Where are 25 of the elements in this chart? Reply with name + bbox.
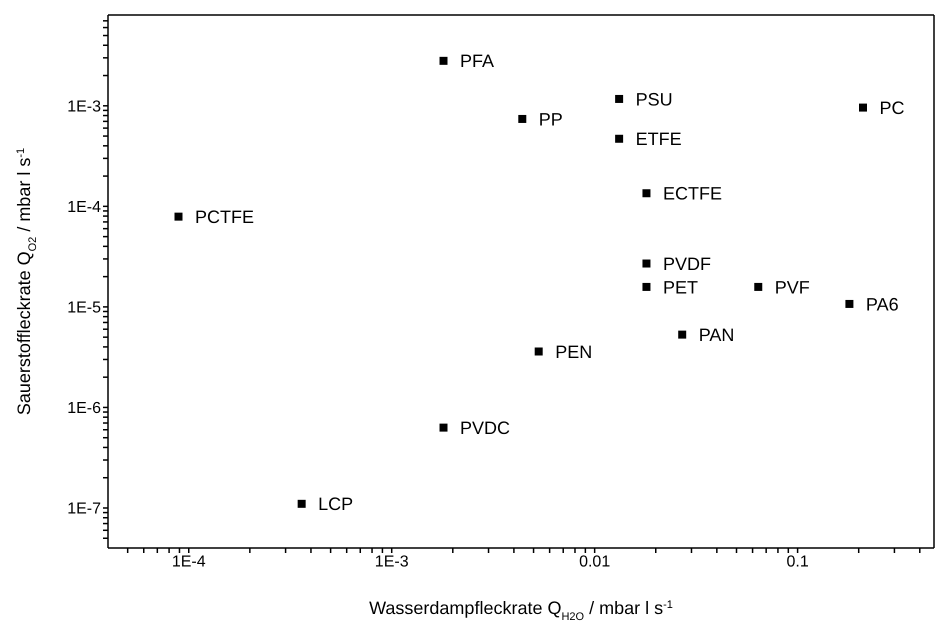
series-label: PFA	[460, 51, 494, 72]
x-tick-label: 0.1	[786, 553, 809, 570]
series-label: PAN	[698, 325, 734, 346]
x-tick-label: 1E-4	[172, 553, 206, 570]
y-tick-label: 1E-5	[67, 300, 102, 317]
y-tick-label: 1E-3	[67, 98, 102, 116]
series-label: PEN	[555, 342, 592, 362]
y-tick-label: 1E-6	[67, 400, 102, 418]
series-label: PP	[538, 109, 563, 130]
series-label: PVF	[774, 277, 810, 298]
series-label: PVDF	[662, 254, 711, 274]
series-label: PA6	[866, 294, 899, 314]
series-label: PSU	[636, 89, 673, 110]
series-label: ECTFE	[662, 184, 722, 204]
series-label: PVDC	[460, 418, 510, 438]
series-label: PET	[662, 277, 698, 298]
y-tick-label: 1E-4	[67, 199, 102, 216]
x-axis-title: Wasserdampfleckrate Q$_{H2O}$ / mbar l s$^{-1}$	[369, 598, 673, 623]
series-label: PC	[880, 98, 905, 118]
x-tick-label: 0.01	[579, 553, 610, 570]
series-label: PCTFE	[195, 207, 254, 228]
series-label: LCP	[318, 494, 354, 514]
x-tick-label: 1E-3	[374, 553, 409, 570]
y-tick-label: 1E-7	[67, 500, 102, 518]
series-label: ETFE	[636, 129, 682, 150]
